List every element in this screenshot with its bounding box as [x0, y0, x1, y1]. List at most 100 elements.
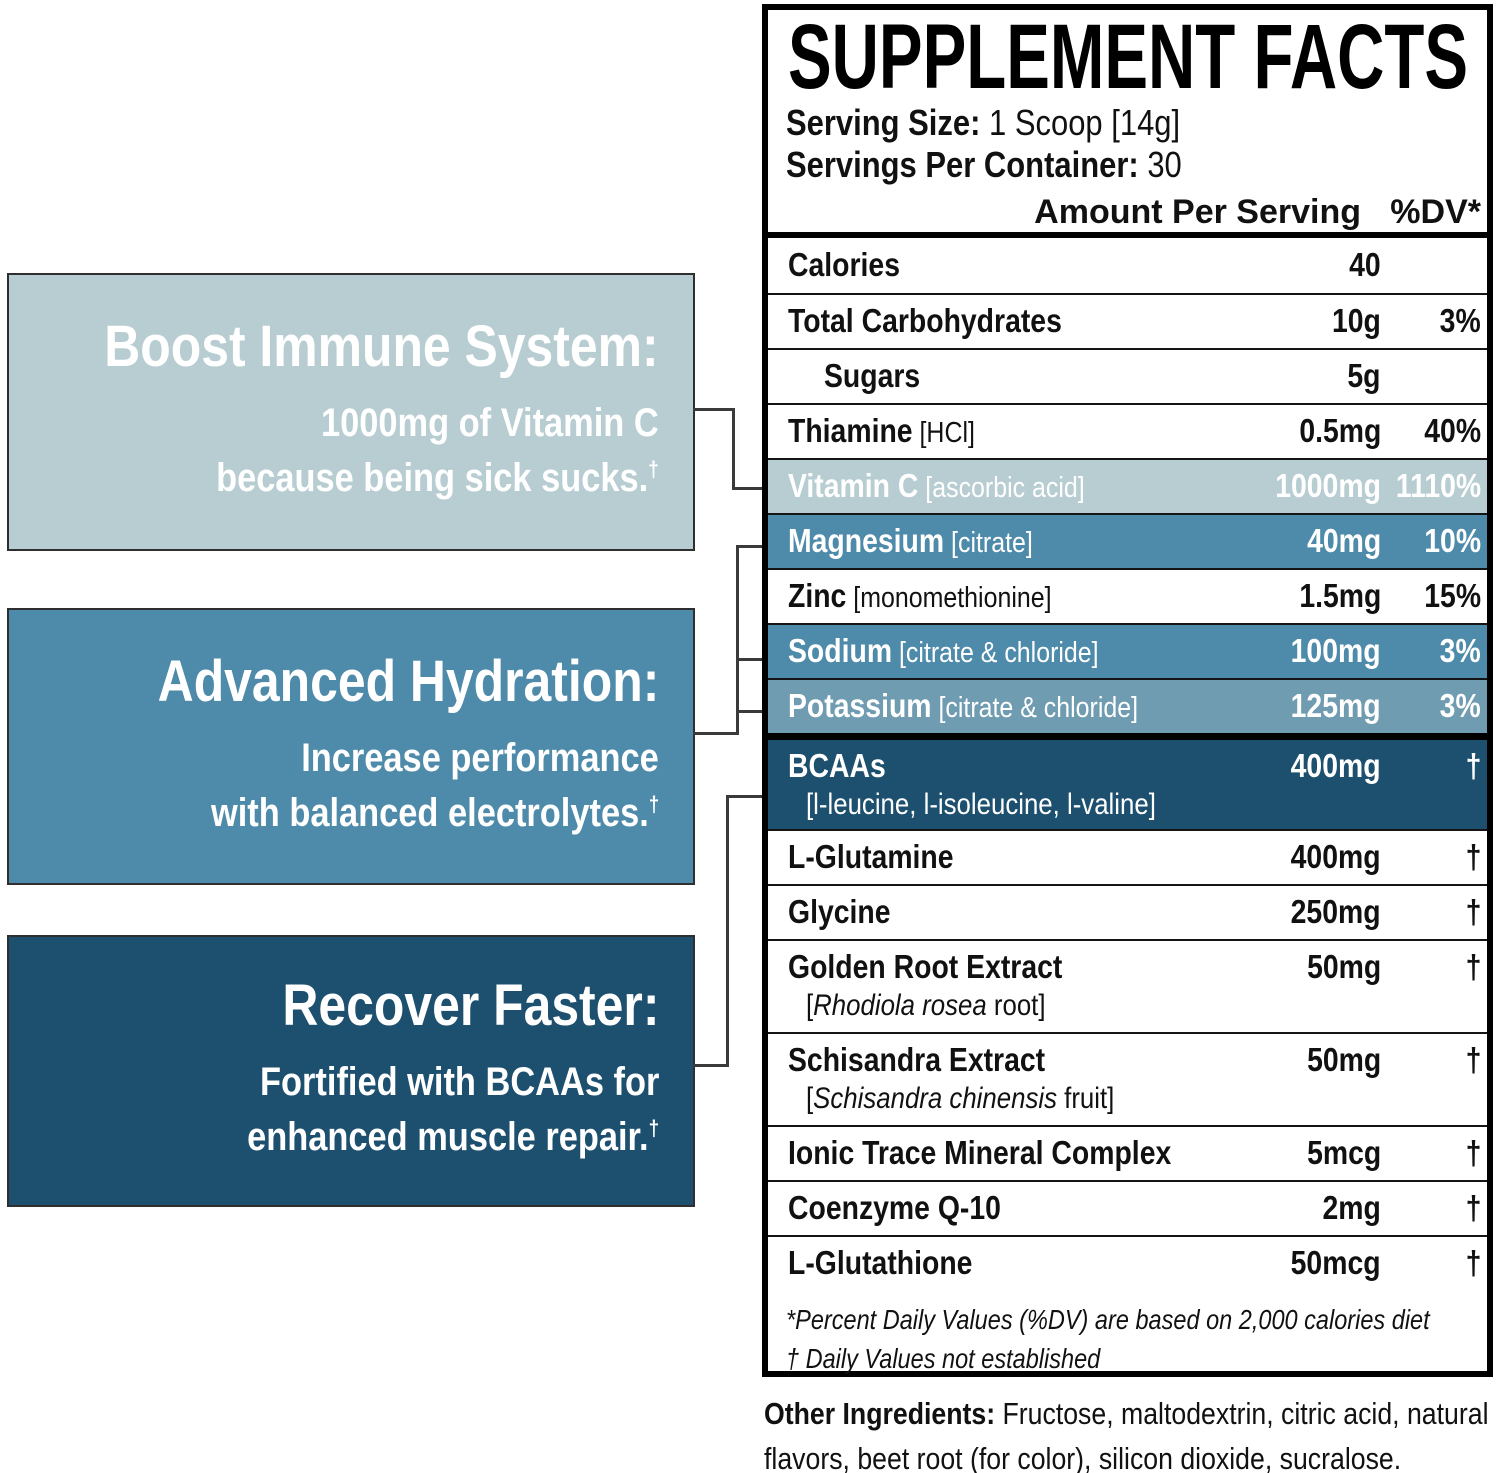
dv-value: † — [1465, 1040, 1481, 1078]
facts-title: SUPPLEMENT FACTS — [788, 18, 1468, 102]
connector-line-magnesium — [736, 545, 764, 548]
amount-value: 10g — [1332, 302, 1381, 340]
ingredient-note: [ascorbic acid] — [918, 472, 1085, 505]
connector-line-recover-spine — [726, 795, 729, 1067]
ingredient-name: Sugars — [824, 357, 921, 395]
table-row: BCAAs 400mg † [l-leucine, l-isoleucine, l-v… — [768, 732, 1487, 829]
dv-value: 10% — [1424, 522, 1481, 560]
ingredient-sub: [Schisandra chinensis fruit] — [806, 1081, 1115, 1115]
facts-rows: Calories 40 Total Carbohydrates 10g 3% Sugars… — [768, 238, 1487, 1290]
dv-value: † — [1465, 1134, 1481, 1172]
callout-title: Boost Immune System: — [104, 314, 659, 380]
amount-value: 50mg — [1306, 1040, 1381, 1078]
table-row: Calories 40 — [768, 238, 1487, 293]
ingredient-note: [HCl] — [912, 417, 975, 450]
dv-value: † — [1465, 1189, 1481, 1227]
amount-value: 40mg — [1306, 522, 1381, 560]
amount-value: 400mg — [1291, 746, 1381, 784]
table-row: Schisandra Extract 50mg † [Schisandra chine… — [768, 1031, 1487, 1125]
dagger-mark: † — [648, 791, 659, 817]
footnote-not-established: † Daily Values not established — [786, 1343, 1101, 1375]
dv-header: %DV* — [1390, 192, 1481, 231]
table-row: Zinc [monomethionine] 1.5mg 15% — [768, 567, 1487, 623]
callout-subtitle: Increase performance with balanced elect… — [210, 735, 659, 835]
ingredient-name: Total Carbohydrates — [788, 302, 1062, 340]
connector-line-hydration-spine — [736, 545, 739, 735]
table-row: Golden Root Extract 50mg † [Rhodiola rosea … — [768, 938, 1487, 1032]
amount-value: 5g — [1347, 357, 1381, 395]
amount-value: 1000mg — [1275, 467, 1381, 505]
ingredient-name: BCAAs — [788, 746, 886, 784]
dv-value: † — [1465, 1244, 1481, 1282]
table-row: Thiamine [HCl] 0.5mg 40% — [768, 402, 1487, 458]
ingredient-note: [citrate] — [944, 527, 1033, 560]
amount-value: 125mg — [1291, 687, 1381, 725]
footnote-daily-values: *Percent Daily Values (%DV) are based on… — [786, 1303, 1430, 1335]
amount-value: 50mg — [1306, 947, 1381, 985]
connector-line-hydration-out — [693, 732, 739, 735]
ingredient-note: [citrate & chloride] — [931, 692, 1139, 725]
table-row: Magnesium [citrate] 40mg 10% — [768, 512, 1487, 568]
ingredient-name: L-Glutathione — [788, 1244, 973, 1282]
table-row: Glycine 250mg † — [768, 883, 1487, 939]
amount-value: 100mg — [1291, 632, 1381, 670]
other-ingredients-text: Fructose, maltodextrin, citric acid, nat… — [764, 1396, 1489, 1473]
ingredient-name: Ionic Trace Mineral Complex — [788, 1134, 1172, 1172]
ingredient-name: Thiamine [HCl] — [788, 412, 975, 450]
callout-immune-system: Boost Immune System: 1000mg of Vitamin C… — [7, 273, 695, 551]
dv-value: 15% — [1424, 577, 1481, 615]
ingredient-name: Sodium [citrate & chloride] — [788, 632, 1099, 670]
dv-value — [1381, 357, 1481, 395]
callout-title: Advanced Hydration: — [157, 648, 659, 714]
serving-size-line: Serving Size: 1 Scoop [14g] — [786, 102, 1181, 143]
other-ingredients: Other Ingredients: Fructose, maltodextri… — [764, 1392, 1495, 1473]
ingredient-name: L-Glutamine — [788, 838, 954, 876]
dv-value: 3% — [1439, 632, 1481, 670]
amount-value: 250mg — [1291, 893, 1381, 931]
callout-title: Recover Faster: — [281, 973, 659, 1039]
ingredient-name: Schisandra Extract — [788, 1040, 1046, 1078]
table-row: Vitamin C [ascorbic acid] 1000mg 1110% — [768, 457, 1487, 513]
supplement-facts-panel: SUPPLEMENT FACTS Serving Size: 1 Scoop [… — [762, 4, 1493, 1377]
dv-value: 40% — [1424, 412, 1481, 450]
ingredient-sub: [l-leucine, l-isoleucine, l-valine] — [806, 787, 1156, 821]
connector-line-recover-out — [693, 1064, 729, 1067]
connector-line-bcaas — [726, 795, 764, 798]
dagger-mark: † — [648, 457, 659, 483]
dv-value: † — [1465, 838, 1481, 876]
ingredient-name: Glycine — [788, 893, 891, 931]
table-row: Ionic Trace Mineral Complex 5mcg † — [768, 1124, 1487, 1180]
connector-line-immune-out — [693, 408, 735, 411]
dv-value: † — [1465, 893, 1481, 931]
table-row: L-Glutamine 400mg † — [768, 828, 1487, 884]
callout-subtitle: Fortified with BCAAs for enhanced muscle… — [246, 1060, 659, 1160]
table-row: Sodium [citrate & chloride] 100mg 3% — [768, 622, 1487, 678]
ingredient-name: Potassium [citrate & chloride] — [788, 687, 1139, 725]
other-ingredients-label: Other Ingredients: — [764, 1396, 996, 1431]
amount-value: 2mg — [1322, 1189, 1381, 1227]
table-row: L-Glutathione 50mcg † — [768, 1234, 1487, 1290]
table-row: Potassium [citrate & chloride] 125mg 3% — [768, 677, 1487, 733]
ingredient-name: Calories — [788, 246, 901, 284]
ingredient-name: Zinc [monomethionine] — [788, 577, 1052, 615]
facts-header: SUPPLEMENT FACTS Serving Size: 1 Scoop [… — [768, 10, 1487, 193]
servings-per-container-line: Servings Per Container: 30 — [786, 144, 1182, 186]
amount-value: 50mcg — [1291, 1244, 1381, 1282]
dv-value: † — [1465, 746, 1481, 784]
ingredient-name: Golden Root Extract — [788, 947, 1063, 985]
dv-value: 3% — [1439, 302, 1481, 340]
ingredient-note: [monomethionine] — [846, 582, 1052, 615]
connector-line-vitamin-c — [732, 487, 764, 490]
ingredient-name: Magnesium [citrate] — [788, 522, 1033, 560]
amount-value: 40 — [1349, 246, 1381, 284]
callout-subtitle: 1000mg of Vitamin C because being sick s… — [216, 401, 659, 501]
table-row: Sugars 5g — [768, 347, 1487, 403]
amount-value: 5mcg — [1306, 1134, 1381, 1172]
dv-value: † — [1465, 947, 1481, 985]
dv-value: 3% — [1439, 687, 1481, 725]
dv-value: 1110% — [1395, 467, 1481, 505]
column-header-row: Amount Per Serving %DV* — [768, 193, 1487, 238]
amount-value: 0.5mg — [1298, 412, 1381, 450]
amount-value: 1.5mg — [1298, 577, 1381, 615]
